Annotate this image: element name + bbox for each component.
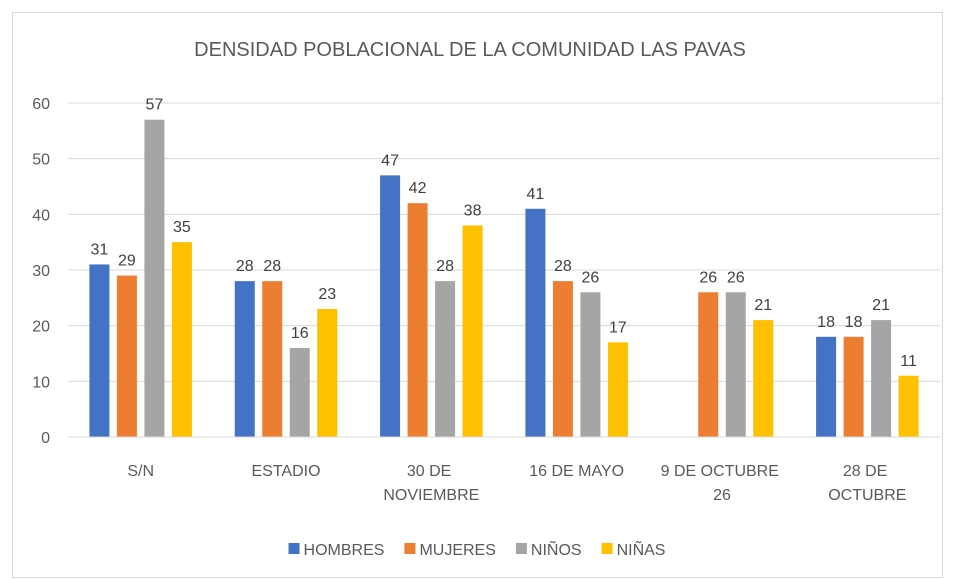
bar — [898, 375, 919, 437]
x-tick-label: 28 DE OCTUBRE — [828, 463, 906, 504]
x-tick-label: 30 DE NOVIEMBRE — [383, 463, 479, 504]
y-tick-label: 60 — [32, 96, 50, 113]
x-tick-label: ESTADIO — [251, 463, 320, 480]
bar — [607, 342, 628, 437]
x-tick-label: 9 DE OCTUBRE 26 — [661, 463, 784, 504]
legend-swatch — [288, 543, 300, 554]
data-label: 26 — [727, 269, 745, 286]
data-label: 29 — [118, 253, 136, 270]
data-label: 23 — [318, 286, 336, 303]
legend-swatch — [404, 543, 416, 554]
data-label: 35 — [173, 219, 191, 236]
bar — [843, 336, 864, 437]
y-tick-label: 40 — [32, 207, 50, 224]
bar — [698, 292, 719, 437]
data-label: 42 — [409, 180, 427, 197]
x-tick-label: 16 DE MAYO — [529, 463, 624, 480]
bar — [462, 225, 483, 437]
data-label: 17 — [609, 319, 627, 336]
bar — [116, 275, 137, 437]
y-tick-label: 50 — [32, 152, 50, 169]
bar — [725, 292, 746, 437]
bar — [380, 175, 401, 437]
legend-label: NIÑOS — [531, 539, 582, 559]
data-label: 41 — [527, 186, 545, 203]
bar — [144, 119, 165, 437]
bar — [262, 281, 283, 437]
data-label: 26 — [699, 269, 717, 286]
bar — [289, 347, 310, 437]
legend-swatch — [515, 543, 527, 554]
data-label: 21 — [754, 297, 772, 314]
data-label: 26 — [582, 269, 600, 286]
bar — [435, 281, 456, 437]
bar — [552, 281, 573, 437]
y-tick-label: 0 — [41, 430, 50, 447]
legend-label: MUJERES — [419, 542, 495, 559]
bar — [753, 320, 774, 437]
data-label: 47 — [381, 152, 399, 169]
data-label: 16 — [291, 325, 309, 342]
bar — [407, 203, 428, 437]
data-label: 21 — [872, 297, 890, 314]
data-label: 28 — [263, 258, 281, 275]
data-label: 28 — [554, 258, 572, 275]
bar — [525, 208, 546, 437]
bar — [317, 308, 338, 437]
bar — [816, 336, 837, 437]
data-label: 31 — [91, 241, 109, 258]
x-tick-label: S/N — [127, 463, 154, 480]
chart-title: DENSIDAD POBLACIONAL DE LA COMUNIDAD LAS… — [194, 39, 746, 61]
bar — [871, 320, 892, 437]
data-label: 57 — [146, 97, 164, 114]
data-label: 28 — [436, 258, 454, 275]
bar — [171, 242, 192, 437]
legend-label: NIÑAS — [617, 539, 666, 559]
bar — [580, 292, 601, 437]
legend-label: HOMBRES — [304, 542, 385, 559]
data-label: 18 — [845, 314, 863, 331]
data-label: 18 — [817, 314, 835, 331]
y-tick-label: 20 — [32, 319, 50, 336]
data-label: 28 — [236, 258, 254, 275]
data-label: 38 — [464, 202, 482, 219]
data-label: 11 — [900, 353, 917, 370]
legend-swatch — [601, 543, 613, 554]
y-tick-label: 10 — [32, 374, 50, 391]
bar — [234, 281, 255, 437]
y-tick-label: 30 — [32, 263, 50, 280]
bar — [89, 264, 110, 437]
